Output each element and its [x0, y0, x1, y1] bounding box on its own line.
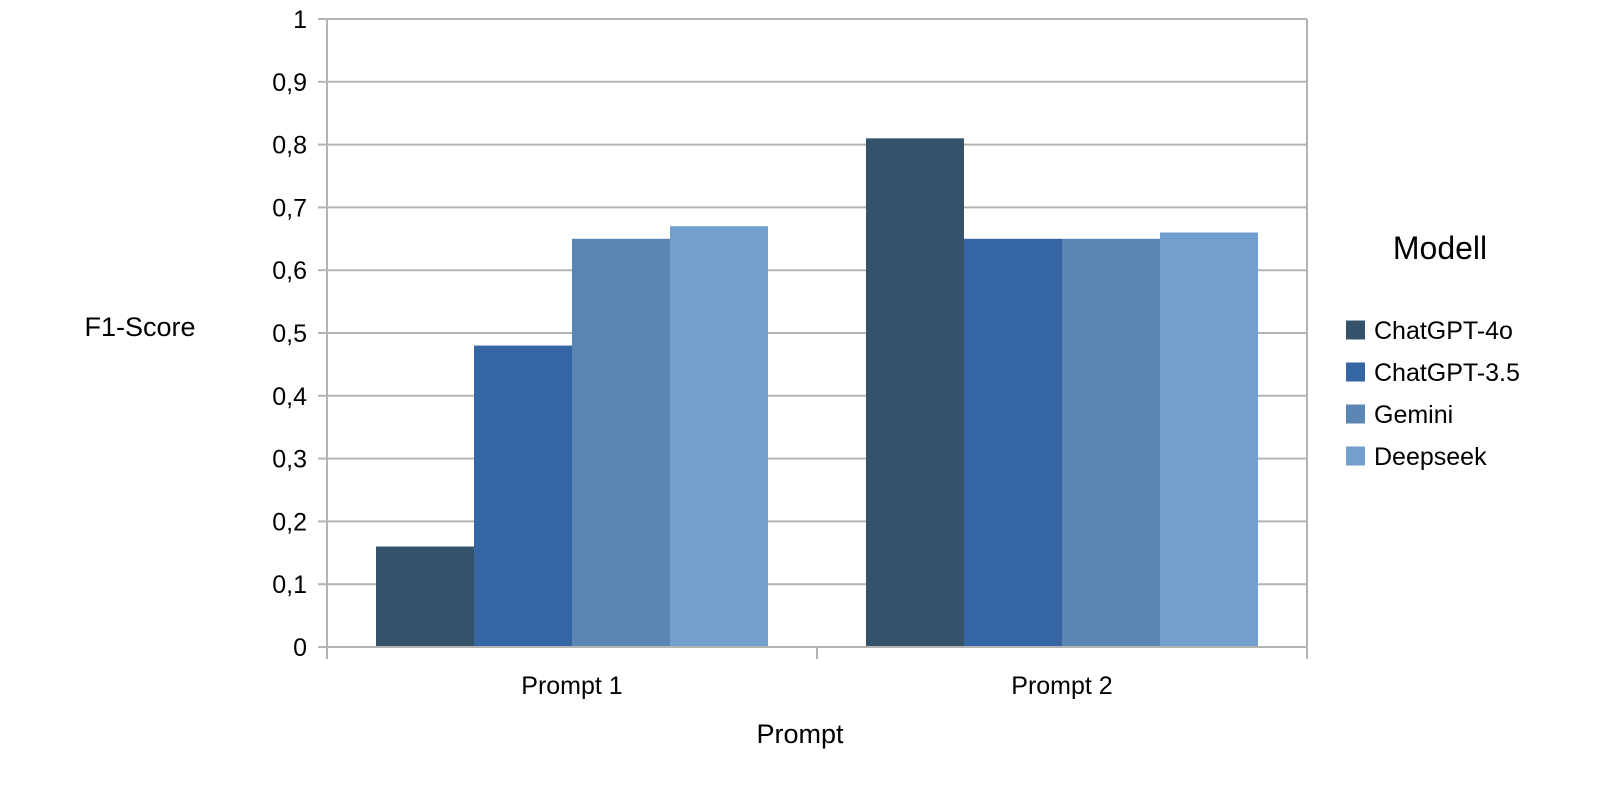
x-tick-label: Prompt 1	[521, 672, 622, 700]
legend-swatch	[1346, 362, 1365, 382]
y-tick-label: 0,9	[272, 69, 307, 97]
legend-label: Deepseek	[1374, 443, 1487, 471]
legend-swatch	[1346, 320, 1365, 340]
y-axis-title: F1-Score	[84, 312, 195, 342]
bar-chatgpt-4o-1	[376, 546, 474, 647]
axes	[318, 18, 1308, 659]
bar-chatgpt-4o-2	[866, 138, 964, 647]
y-tick-label: 0,6	[272, 257, 307, 285]
y-tick-label: 0,7	[272, 194, 307, 222]
legend: Modell ChatGPT-4o ChatGPT-3.5 Gemini Deepse…	[1346, 230, 1520, 471]
legend-label: ChatGPT-4o	[1374, 317, 1513, 345]
bar-gemini-2	[1062, 238, 1160, 648]
legend-label: Gemini	[1374, 401, 1453, 429]
bars	[376, 138, 1258, 648]
y-tick-label: 0,2	[272, 508, 307, 536]
y-tick-label: 0,1	[272, 571, 307, 599]
bar-gemini-1	[572, 238, 670, 648]
legend-label: ChatGPT-3.5	[1374, 359, 1520, 387]
x-axis-title: Prompt	[756, 719, 844, 749]
x-tick-label: Prompt 2	[1011, 672, 1112, 700]
bar-deepseek-2	[1160, 232, 1258, 647]
bar-deepseek-1	[670, 226, 768, 648]
y-tick-label: 1	[293, 6, 307, 34]
legend-title: Modell	[1393, 230, 1487, 266]
legend-swatch	[1346, 446, 1365, 466]
y-tick-label: 0,5	[272, 320, 307, 348]
y-tick-label: 0	[293, 634, 307, 662]
bar-chatgpt-3-5-1	[474, 345, 572, 647]
y-tick-label: 0,3	[272, 446, 307, 474]
legend-items: ChatGPT-4o ChatGPT-3.5 Gemini Deepseek	[1346, 317, 1520, 471]
tick-labels: 0 0,1 0,2 0,3 0,4 0,5 0,6 0,7 0,8 0,9 1 Prompt 1 Pro…	[272, 6, 1112, 700]
bar-chatgpt-3-5-2	[964, 238, 1062, 648]
y-tick-label: 0,8	[272, 132, 307, 160]
legend-swatch	[1346, 404, 1365, 424]
y-tick-label: 0,4	[272, 383, 307, 411]
